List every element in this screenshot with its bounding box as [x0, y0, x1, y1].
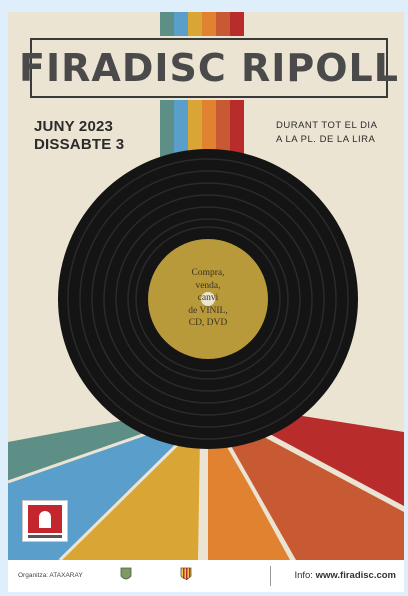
flag-shield-icon [180, 567, 192, 580]
footer-organizer: Organitza: ATAXARAY [18, 572, 83, 579]
label-line: canvi [197, 293, 219, 303]
footer-website-link[interactable]: www.firadisc.com [315, 570, 396, 581]
footer: Organitza: ATAXARAY Info: www.firadisc.c… [8, 560, 404, 592]
title-box: FIRADISC RIPOLL [19, 38, 398, 98]
poster-title: FIRADISC RIPOLL [19, 46, 399, 90]
label-line: de VINIL, [188, 305, 228, 316]
event-schedule: DURANT TOT EL DIA [276, 120, 378, 131]
event-location: A LA PL. DE LA LIRA [276, 134, 376, 145]
label-line: venda, [195, 280, 221, 291]
footer-info-prefix: Info: [294, 570, 313, 581]
label-line: CD, DVD [188, 318, 228, 328]
coat-of-arms-icon [120, 567, 132, 580]
footer-divider [270, 566, 271, 586]
vinyl-record [58, 149, 358, 449]
record-label-text: Compra, venda, canvi de VINIL, CD, DVD [168, 267, 248, 330]
event-day: DISSABTE 3 [34, 136, 125, 153]
town-logo-icon [22, 500, 68, 542]
spindle-hole [201, 292, 215, 306]
event-month-year: JUNY 2023 [34, 118, 114, 135]
footer-info: Info: www.firadisc.com [294, 570, 396, 581]
top-stripes [160, 12, 244, 36]
poster: FIRADISC RIPOLL JUNY 2023 DISSABTE 3 DUR… [8, 12, 404, 592]
label-line: Compra, [191, 268, 225, 278]
